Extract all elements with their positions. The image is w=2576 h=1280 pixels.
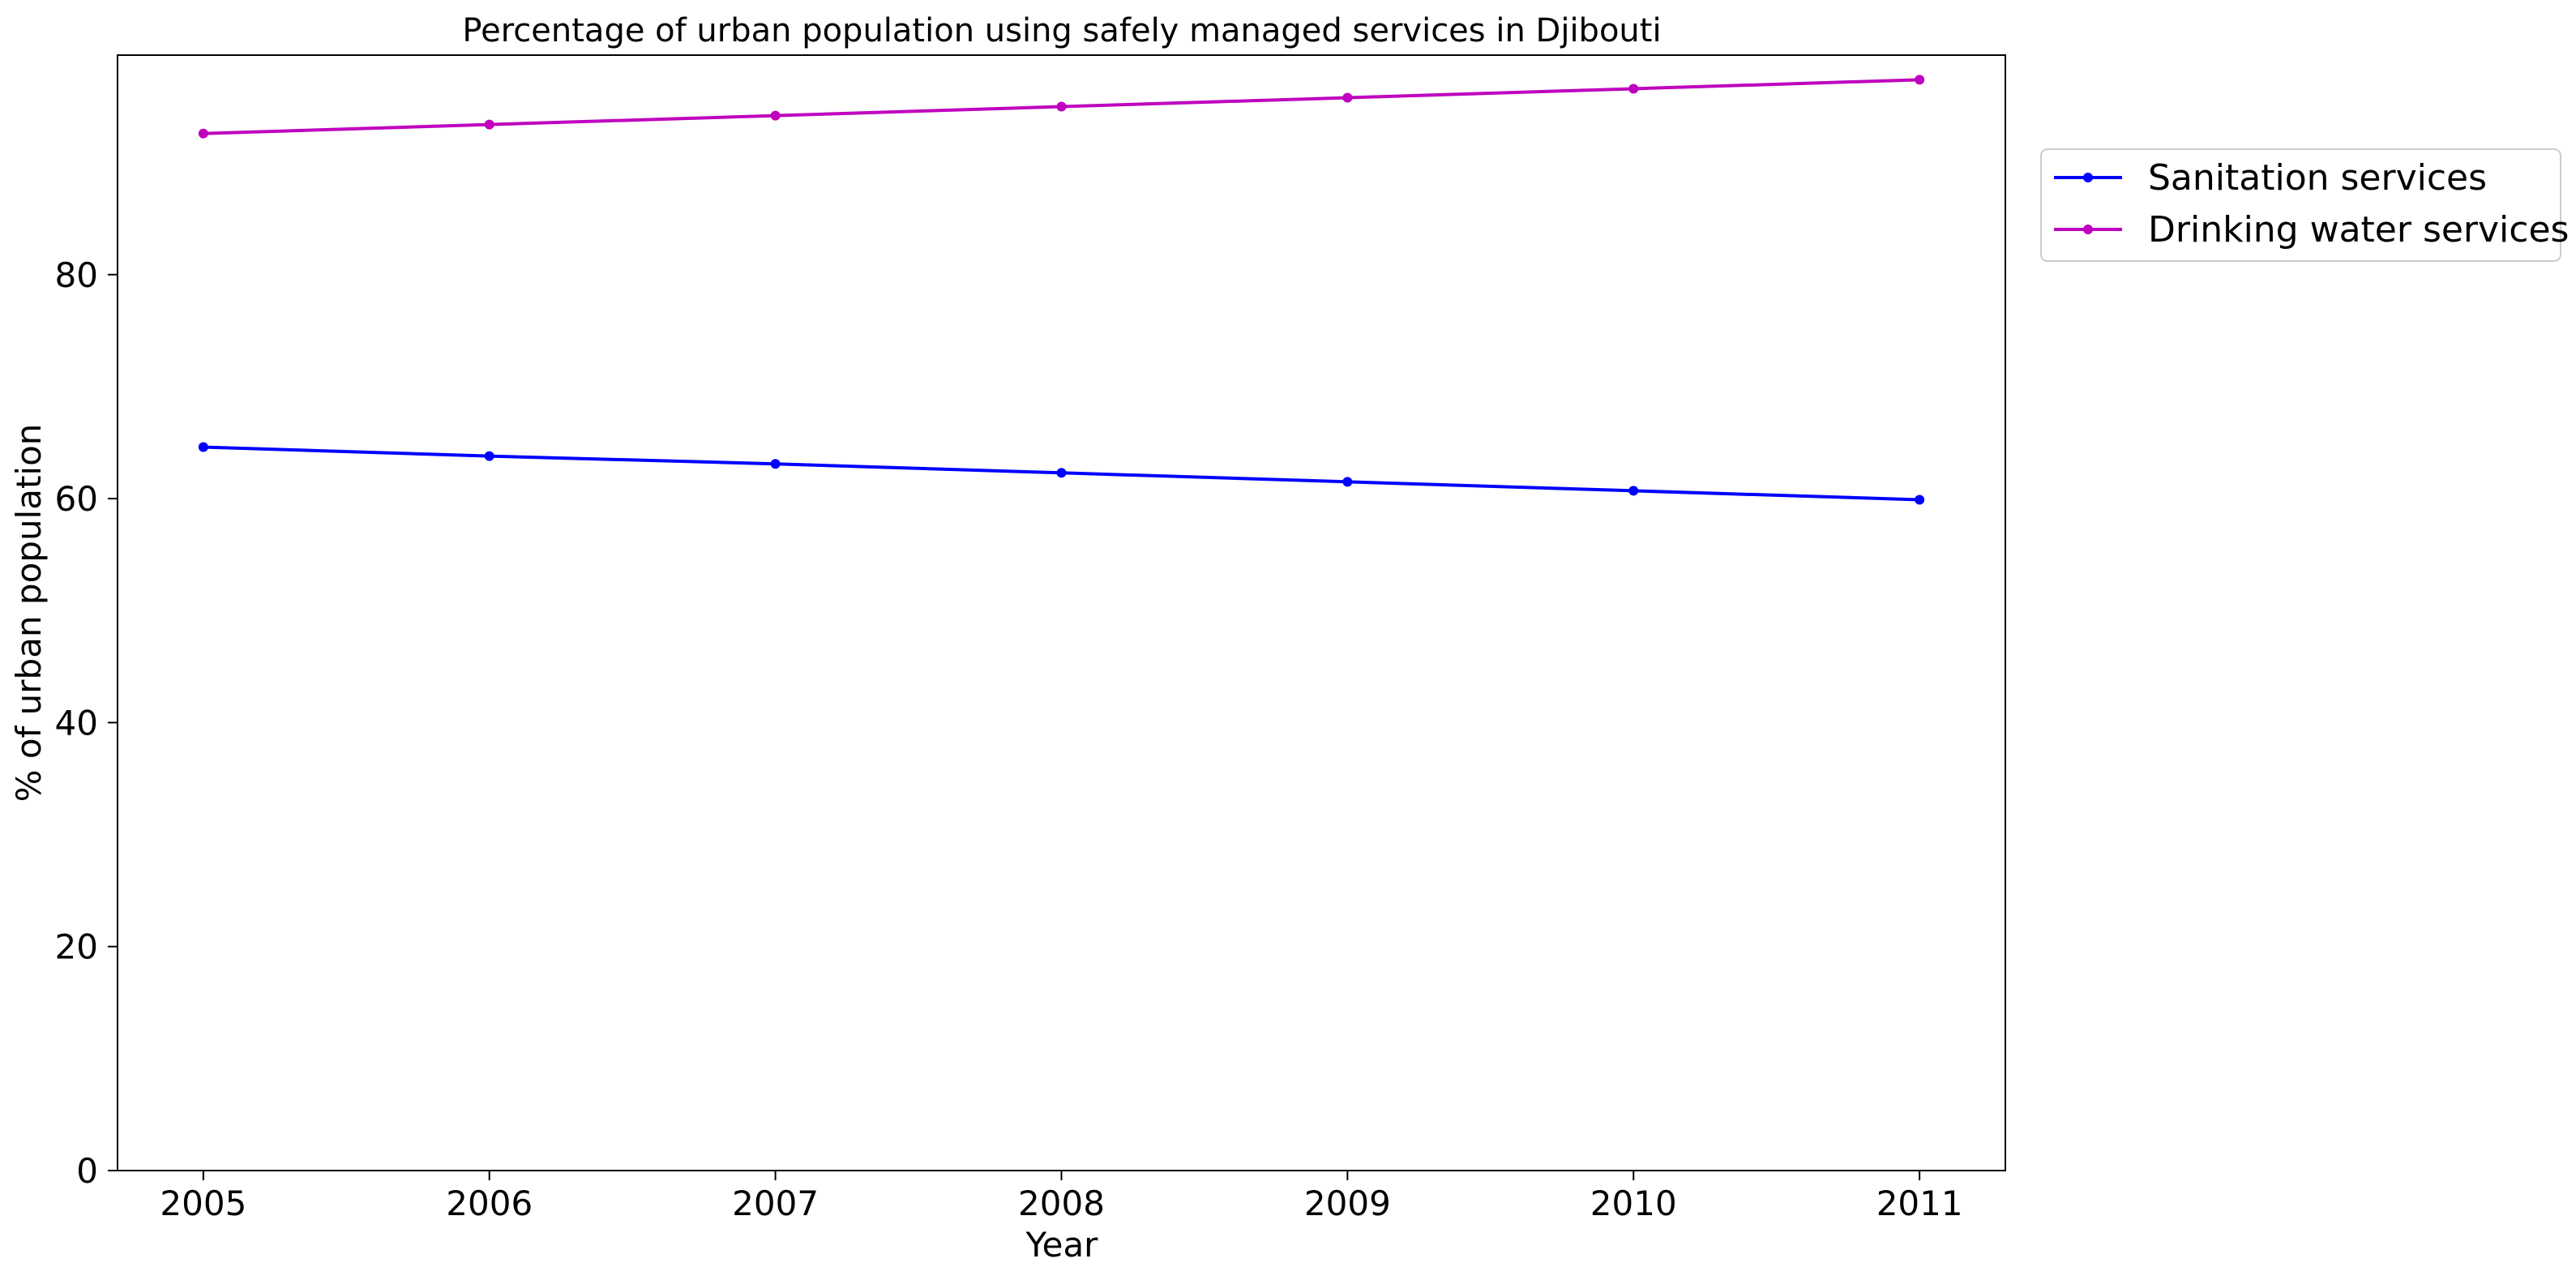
x-tick-label: 2008 [1018,1184,1105,1223]
data-point [1628,486,1639,496]
plot-area: 2005 2006 2007 2008 2009 2010 2011 0 20 40 60 80 [55,54,2006,1223]
data-point [484,119,494,130]
legend-label-sanitation: Sanitation services [2148,157,2487,199]
legend-label-drinking-water: Drinking water services [2148,209,2569,250]
y-tick-label: 80 [55,255,98,295]
series-layer [198,75,1925,505]
x-tick-label: 2007 [732,1184,819,1223]
data-point [1915,75,1925,85]
data-point [198,128,208,139]
x-tick-label: 2010 [1590,1184,1677,1223]
legend-swatch-marker [2083,173,2093,182]
y-tick-label: 20 [55,927,98,967]
x-tick-label: 2011 [1876,1184,1963,1223]
data-point [1342,477,1353,487]
data-point [1056,468,1067,478]
data-point [770,110,781,121]
y-axis-label: % of urban population [9,424,49,803]
x-tick-label: 2009 [1304,1184,1391,1223]
data-point [1056,101,1067,112]
x-axis: 2005 2006 2007 2008 2009 2010 2011 [160,1171,1963,1223]
data-point [198,442,208,452]
x-tick-label: 2006 [446,1184,533,1223]
legend-swatch-marker [2083,225,2093,234]
data-point [770,459,781,469]
legend-entry-drinking-water: Drinking water services [2054,209,2569,250]
x-axis-label: Year [1025,1225,1099,1265]
chart-title: Percentage of urban population using saf… [462,12,1661,49]
x-tick-label: 2005 [160,1184,246,1223]
data-point [1628,83,1639,94]
data-point [1915,494,1925,505]
y-tick-label: 60 [55,479,98,519]
y-tick-label: 0 [76,1151,98,1191]
y-axis: 0 20 40 60 80 [55,255,118,1191]
legend-frame [2040,148,2561,262]
series-drinking-water-services [198,75,1925,139]
legend: Sanitation services Drinking water servi… [2040,148,2569,262]
data-point [484,451,494,461]
data-point [1342,92,1353,103]
legend-entry-sanitation: Sanitation services [2054,157,2487,199]
series-sanitation-services [198,442,1925,505]
y-tick-label: 40 [55,703,98,743]
